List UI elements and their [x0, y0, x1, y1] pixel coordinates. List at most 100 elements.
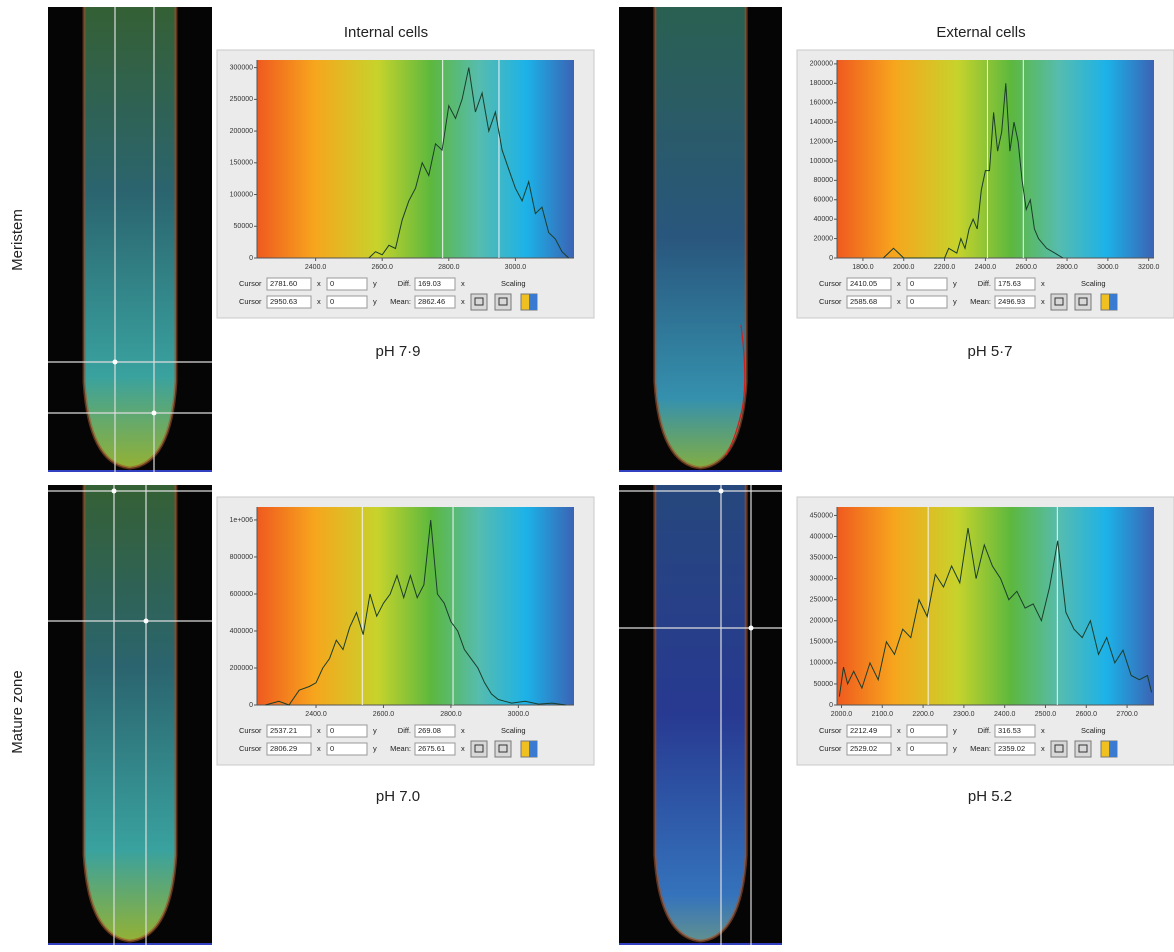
y-tick-label: 250000 [230, 96, 253, 103]
x-tick-label: 3200.0 [1138, 264, 1160, 271]
ui-label: x [897, 726, 901, 735]
field-value: 2675.61 [418, 744, 445, 753]
y-tick-label: 160000 [810, 100, 833, 107]
crosshair-dot [151, 410, 157, 416]
y-tick-label: 200000 [810, 61, 833, 68]
input-field [994, 724, 1036, 738]
tool-icon [498, 744, 508, 753]
input-field [326, 724, 368, 738]
ui-label: y [373, 744, 377, 753]
ui-label: x [1041, 726, 1045, 735]
spectrum-background [837, 60, 1154, 258]
field-value: 2410.05 [850, 279, 877, 288]
ui-label: x [1041, 279, 1045, 288]
ui-label: x [461, 297, 465, 306]
ui-label: x [317, 279, 321, 288]
outline-trace [725, 324, 746, 456]
ui-label: y [953, 744, 957, 753]
ui-label: Mean: [390, 744, 411, 753]
ui-label: Mean: [390, 297, 411, 306]
ui-label: Cursor [819, 279, 842, 288]
x-tick-label: 1800.0 [852, 264, 874, 271]
tool-icon [498, 297, 508, 306]
ui-label: Cursor [819, 726, 842, 735]
input-field [326, 295, 368, 309]
tool-icon [474, 744, 484, 753]
x-tick-label: 2800.0 [440, 711, 462, 718]
tool-button[interactable] [470, 740, 488, 758]
x-tick-label: 2700.0 [1116, 711, 1138, 718]
ui-label: Cursor [239, 744, 262, 753]
input-field [266, 295, 312, 309]
y-tick-label: 120000 [810, 138, 833, 145]
ui-label: Diff. [398, 726, 411, 735]
y-tick-label: 200000 [810, 618, 833, 625]
input-field [906, 295, 948, 309]
ui-label: y [953, 297, 957, 306]
field-value: 316.53 [998, 726, 1021, 735]
field-value: 2529.02 [850, 744, 877, 753]
ui-label: Diff. [398, 279, 411, 288]
y-tick-label: 200000 [230, 665, 253, 672]
y-tick-label: 0 [249, 702, 253, 709]
y-tick-label: 400000 [230, 628, 253, 635]
root-edge [82, 7, 178, 470]
x-tick-label: 2400.0 [305, 711, 327, 718]
ui-label: y [373, 726, 377, 735]
y-tick-label: 800000 [230, 554, 253, 561]
field-value: 2781.60 [270, 279, 297, 288]
field-value: 2537.21 [270, 726, 297, 735]
y-tick-label: 100000 [810, 158, 833, 165]
y-tick-label: 0 [829, 255, 833, 262]
input-field [906, 742, 948, 756]
root-edge [653, 7, 748, 470]
crosshair-dot [143, 618, 149, 624]
ui-label: Scaling [501, 279, 526, 288]
y-tick-label: 1e+006 [229, 517, 253, 524]
input-field [414, 277, 456, 291]
tool-icon [1078, 744, 1088, 753]
y-tick-label: 60000 [814, 197, 834, 204]
field-value: 0 [330, 726, 334, 735]
y-tick-label: 200000 [230, 128, 253, 135]
tool-button[interactable] [470, 293, 488, 311]
y-tick-label: 600000 [230, 591, 253, 598]
root-shape [84, 485, 176, 941]
ui-label: x [897, 279, 901, 288]
y-tick-label: 350000 [810, 554, 833, 561]
field-value: 0 [910, 726, 914, 735]
field-value: 0 [910, 297, 914, 306]
ui-label: x [897, 297, 901, 306]
row-label: Mature zone [9, 670, 26, 753]
tool-icon [529, 294, 537, 310]
y-tick-label: 180000 [810, 80, 833, 87]
input-field [846, 295, 892, 309]
field-value: 2496.93 [998, 297, 1025, 306]
field-value: 169.03 [418, 279, 441, 288]
tool-button[interactable] [1074, 740, 1092, 758]
y-tick-label: 20000 [814, 235, 834, 242]
histogram-line [265, 519, 566, 706]
tool-button[interactable] [1050, 293, 1068, 311]
y-tick-label: 300000 [230, 64, 253, 71]
ui-label: Cursor [239, 297, 262, 306]
field-value: 0 [330, 297, 334, 306]
tool-button[interactable] [494, 740, 512, 758]
x-tick-label: 2300.0 [953, 711, 975, 718]
ph-label: pH 5·7 [967, 343, 1012, 360]
x-tick-label: 2200.0 [912, 711, 934, 718]
ui-label: Cursor [239, 279, 262, 288]
tool-button[interactable] [1074, 293, 1092, 311]
x-tick-label: 2600.0 [1076, 711, 1098, 718]
tool-button[interactable] [1050, 740, 1068, 758]
x-tick-label: 3000.0 [508, 711, 530, 718]
y-tick-label: 250000 [810, 597, 833, 604]
tool-button[interactable] [494, 293, 512, 311]
spectrum-background [837, 507, 1154, 705]
field-value: 0 [910, 279, 914, 288]
field-value: 0 [330, 279, 334, 288]
crosshair-dot [748, 625, 754, 631]
ui-label: Mean: [970, 297, 991, 306]
